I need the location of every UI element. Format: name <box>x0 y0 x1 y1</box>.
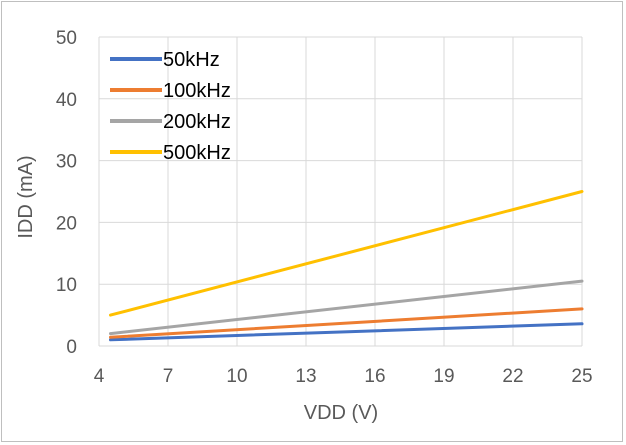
series-line-200kHz <box>109 279 584 336</box>
series-line-500kHz <box>109 190 584 317</box>
y-tick-label: 40 <box>56 90 77 111</box>
series-line-100kHz <box>109 307 584 339</box>
y-axis-title: IDD (mA) <box>15 155 37 238</box>
x-tick-label: 10 <box>226 366 247 387</box>
x-tick-label: 22 <box>502 366 523 387</box>
legend-label: 100kHz <box>163 80 231 102</box>
y-tick-label: 20 <box>56 213 77 234</box>
x-tick-label: 16 <box>364 366 385 387</box>
x-tick-label: 4 <box>94 366 105 387</box>
x-tick-label: 7 <box>163 366 174 387</box>
y-tick-label: 10 <box>56 275 77 296</box>
x-tick-label: 13 <box>295 366 316 387</box>
series-line-50kHz <box>109 322 584 342</box>
y-tick-label: 0 <box>66 337 77 358</box>
y-tick-label: 50 <box>56 28 77 49</box>
x-tick-label: 25 <box>571 366 592 387</box>
legend-label: 200kHz <box>163 111 231 133</box>
x-axis-title: VDD (V) <box>304 402 378 424</box>
y-tick-label: 30 <box>56 152 77 173</box>
x-tick-label: 19 <box>433 366 454 387</box>
legend-label: 50kHz <box>163 49 220 71</box>
legend-label: 500kHz <box>163 142 231 164</box>
